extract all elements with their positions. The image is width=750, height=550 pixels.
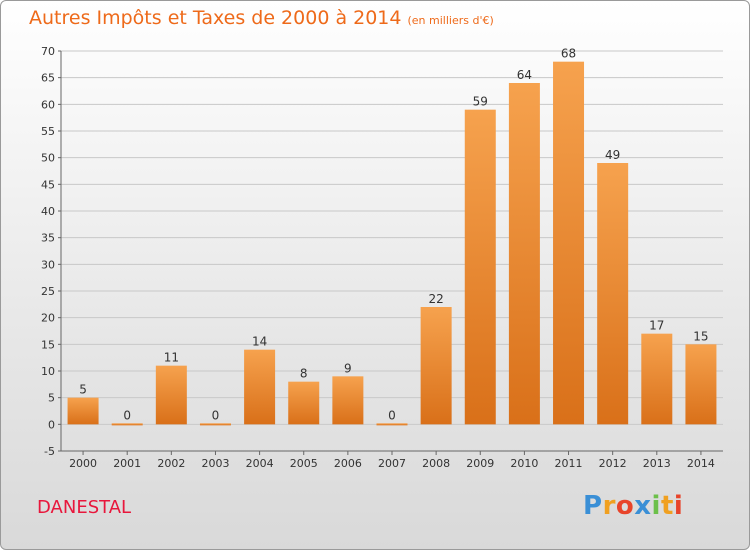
y-tick-label: 65 — [41, 72, 55, 85]
x-tick-label: 2009 — [466, 457, 494, 470]
data-label: 5 — [79, 383, 87, 397]
x-tick-label: 2006 — [334, 457, 362, 470]
x-tick-label: 2013 — [643, 457, 671, 470]
bar[interactable] — [464, 109, 496, 425]
y-tick-label: 70 — [41, 45, 55, 58]
bar[interactable] — [376, 423, 408, 426]
y-tick-label: 10 — [41, 365, 55, 378]
bar[interactable] — [508, 83, 540, 425]
bar[interactable] — [641, 333, 673, 425]
y-tick-label: 0 — [48, 418, 55, 431]
y-tick-label: -5 — [44, 445, 55, 458]
bar[interactable] — [244, 349, 276, 425]
data-label: 0 — [123, 408, 131, 422]
data-label: 22 — [428, 292, 443, 306]
x-tick-label: 2005 — [290, 457, 318, 470]
bar[interactable] — [553, 61, 585, 425]
data-label: 15 — [693, 329, 708, 343]
data-label: 59 — [473, 95, 488, 109]
y-tick-label: 20 — [41, 312, 55, 325]
bar[interactable] — [332, 376, 364, 425]
x-tick-label: 2003 — [201, 457, 229, 470]
bar[interactable] — [155, 365, 187, 425]
y-tick-label: 15 — [41, 338, 55, 351]
logo-letter: i — [651, 491, 661, 521]
logo-letter: P — [583, 491, 603, 521]
x-tick-label: 2011 — [555, 457, 583, 470]
x-tick-label: 2001 — [113, 457, 141, 470]
x-tick-label: 2002 — [157, 457, 185, 470]
label-layer: 5 0 11 0 14 8 9 0 22 59 64 68 49 17 15 — [79, 47, 708, 423]
y-tick-label: 55 — [41, 125, 55, 138]
data-label: 14 — [252, 335, 267, 349]
bar[interactable] — [288, 381, 320, 425]
proxiti-logo[interactable]: Proxiti — [583, 491, 683, 521]
bar[interactable] — [685, 344, 717, 425]
bar[interactable] — [597, 163, 629, 425]
x-tick-label: 2008 — [422, 457, 450, 470]
data-label: 0 — [212, 408, 220, 422]
data-label: 17 — [649, 319, 664, 333]
bar[interactable] — [199, 423, 231, 426]
logo-letter: t — [660, 491, 674, 521]
y-tick-label: 50 — [41, 152, 55, 165]
x-tick-label: 2007 — [378, 457, 406, 470]
x-tick-label: 2014 — [687, 457, 715, 470]
y-tick-label: 40 — [41, 205, 55, 218]
y-tick-label: 35 — [41, 232, 55, 245]
title-row: Autres Impôts et Taxes de 2000 à 2014 (en… — [29, 7, 494, 29]
data-label: 0 — [388, 408, 396, 422]
commune-name: DANESTAL — [37, 497, 132, 518]
logo-letter: i — [673, 491, 684, 521]
data-label: 49 — [605, 148, 620, 162]
chart-title: Autres Impôts et Taxes de 2000 à 2014 — [29, 7, 402, 29]
data-label: 9 — [344, 361, 352, 375]
bar-layer — [67, 61, 717, 426]
bar[interactable] — [67, 397, 99, 425]
data-label: 8 — [300, 367, 308, 381]
y-tick-label: 25 — [41, 285, 55, 298]
bar[interactable] — [111, 423, 143, 426]
data-label: 68 — [561, 47, 576, 61]
x-tick-label: 2012 — [599, 457, 627, 470]
y-tick-label: 5 — [48, 392, 55, 405]
x-tick-label: 2010 — [510, 457, 538, 470]
y-tick-label: 45 — [41, 178, 55, 191]
chart-subtitle: (en milliers d'€) — [407, 14, 494, 27]
data-label: 11 — [164, 351, 179, 365]
y-tick-label: 60 — [41, 98, 55, 111]
x-tick-label: 2000 — [69, 457, 97, 470]
logo-letter: r — [602, 491, 616, 521]
bar[interactable] — [420, 307, 452, 425]
logo-letter: o — [615, 491, 635, 521]
x-tick-label: 2004 — [246, 457, 274, 470]
y-tick-label: 30 — [41, 258, 55, 271]
data-label: 64 — [517, 68, 532, 82]
logo-letter: x — [634, 491, 652, 521]
